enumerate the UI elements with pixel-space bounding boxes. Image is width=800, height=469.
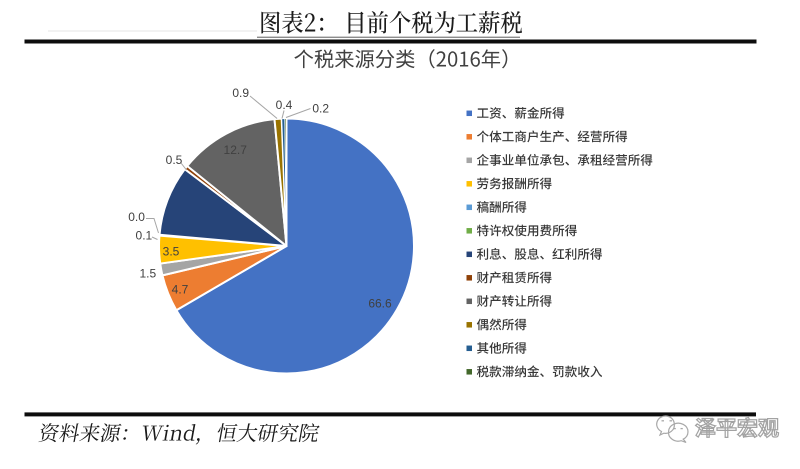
svg-text:66.6: 66.6 [368, 297, 392, 311]
svg-text:3.5: 3.5 [163, 245, 180, 259]
svg-text:0.1: 0.1 [136, 228, 153, 242]
svg-text:0.0: 0.0 [128, 210, 145, 224]
svg-text:1.5: 1.5 [139, 267, 156, 281]
svg-text:4.7: 4.7 [172, 283, 189, 297]
svg-text:0.9: 0.9 [232, 86, 249, 100]
svg-text:12.7: 12.7 [224, 143, 248, 157]
svg-text:0.2: 0.2 [312, 102, 329, 116]
svg-text:0.5: 0.5 [166, 153, 183, 167]
svg-text:0.4: 0.4 [276, 98, 293, 112]
